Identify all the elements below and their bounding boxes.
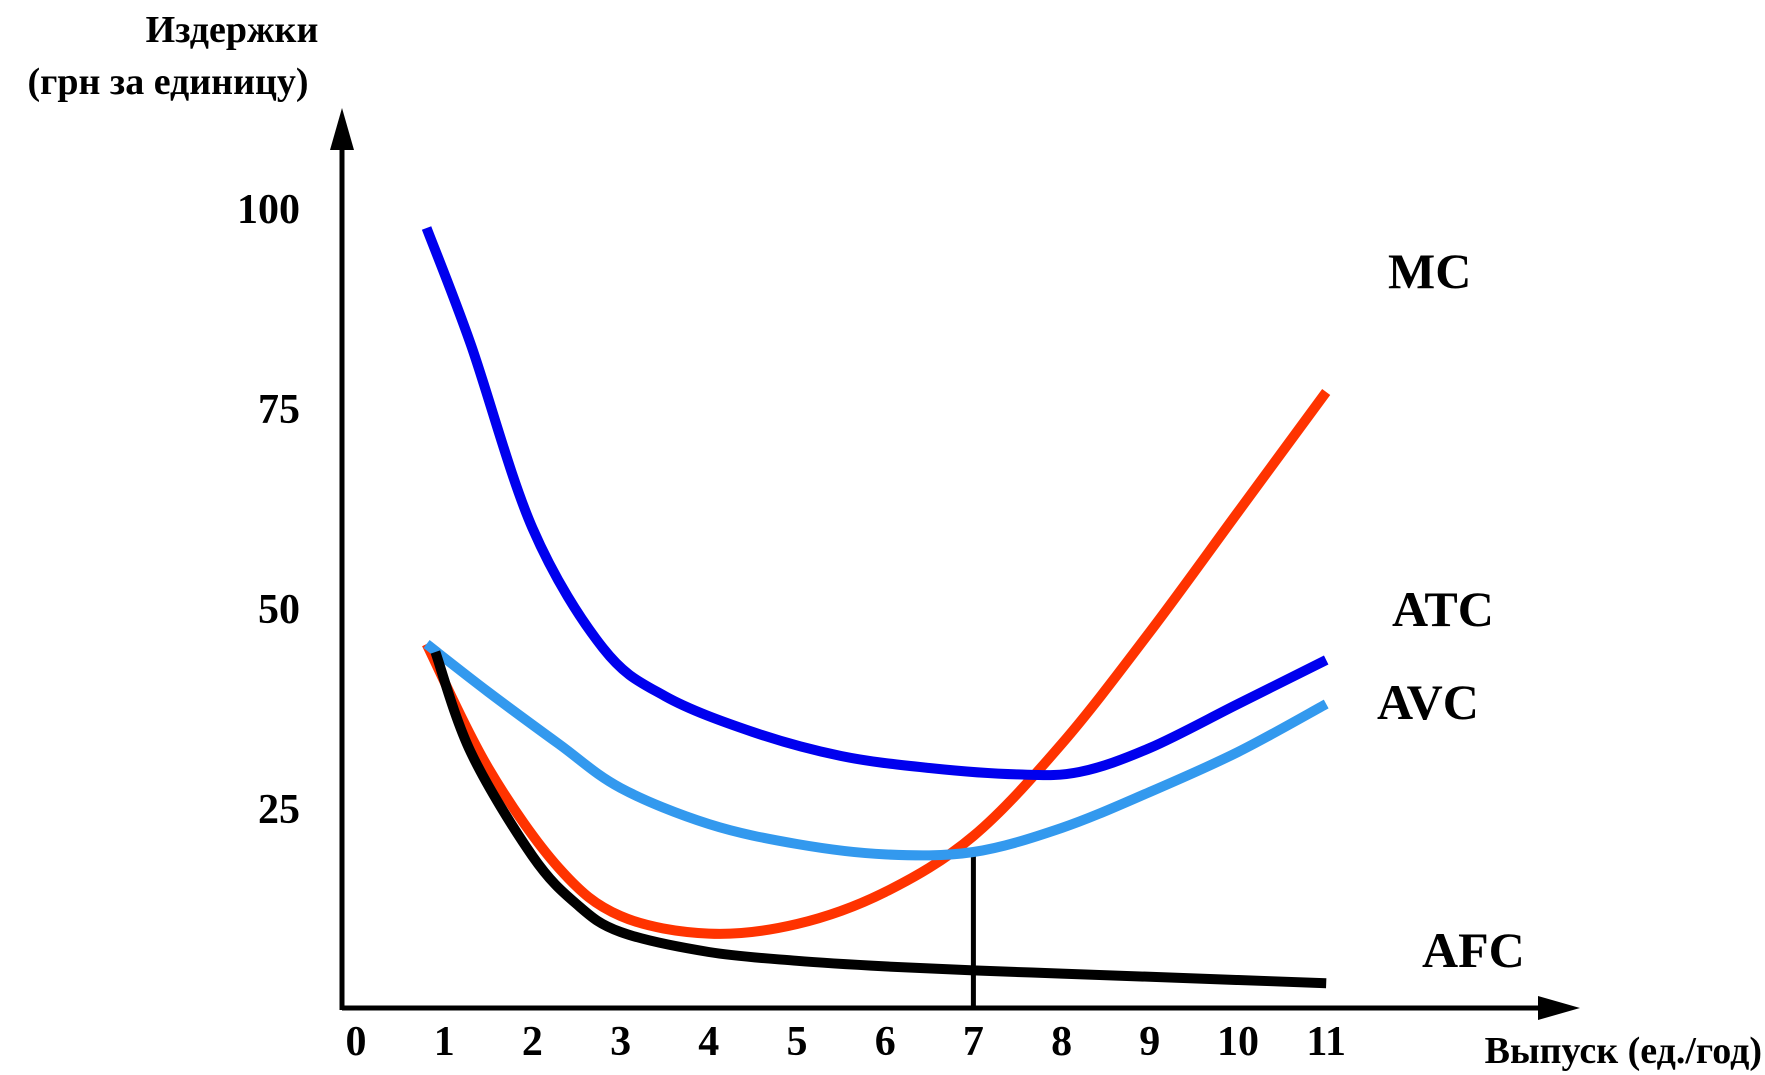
axes (330, 108, 1580, 1020)
x-tick-7: 7 (963, 1019, 984, 1065)
x-axis-arrow (1538, 996, 1580, 1020)
y-tick-50: 50 (258, 587, 300, 633)
x-tick-5: 5 (787, 1019, 808, 1065)
atc-curve (421, 226, 1329, 781)
y-axis-label-line-2: (грн за единицу) (27, 61, 308, 103)
x-tick-9: 9 (1139, 1019, 1160, 1065)
atc-curve-label: ATC (1392, 581, 1494, 637)
x-tick-6: 6 (875, 1019, 896, 1065)
y-axis-arrow (330, 108, 354, 150)
y-tick-100: 100 (237, 187, 300, 233)
mc-curve-label: MC (1388, 243, 1471, 299)
x-tick-11: 11 (1306, 1019, 1346, 1065)
x-tick-3: 3 (610, 1019, 631, 1065)
x-tick-4: 4 (698, 1019, 719, 1065)
x-tick-10: 10 (1217, 1019, 1259, 1065)
y-tick-labels: 100 75 50 25 (237, 187, 300, 833)
y-tick-75: 75 (258, 387, 300, 433)
mc-curve (422, 389, 1331, 939)
x-tick-labels: 0 1 2 3 4 5 6 7 8 9 10 11 (346, 1019, 1347, 1065)
x-tick-0: 0 (346, 1019, 367, 1065)
afc-curve (430, 650, 1327, 989)
cost-curves (421, 226, 1331, 989)
x-tick-1: 1 (434, 1019, 455, 1065)
x-axis-label: Выпуск (ед./год) (1485, 1030, 1762, 1072)
x-tick-8: 8 (1051, 1019, 1072, 1065)
x-tick-2: 2 (522, 1019, 543, 1065)
avc-curve-label: AVC (1377, 674, 1479, 730)
avc-curve (423, 640, 1329, 861)
y-axis-label-line-1: Издержки (146, 9, 319, 51)
y-tick-25: 25 (258, 787, 300, 833)
afc-curve-label: AFC (1422, 922, 1525, 978)
